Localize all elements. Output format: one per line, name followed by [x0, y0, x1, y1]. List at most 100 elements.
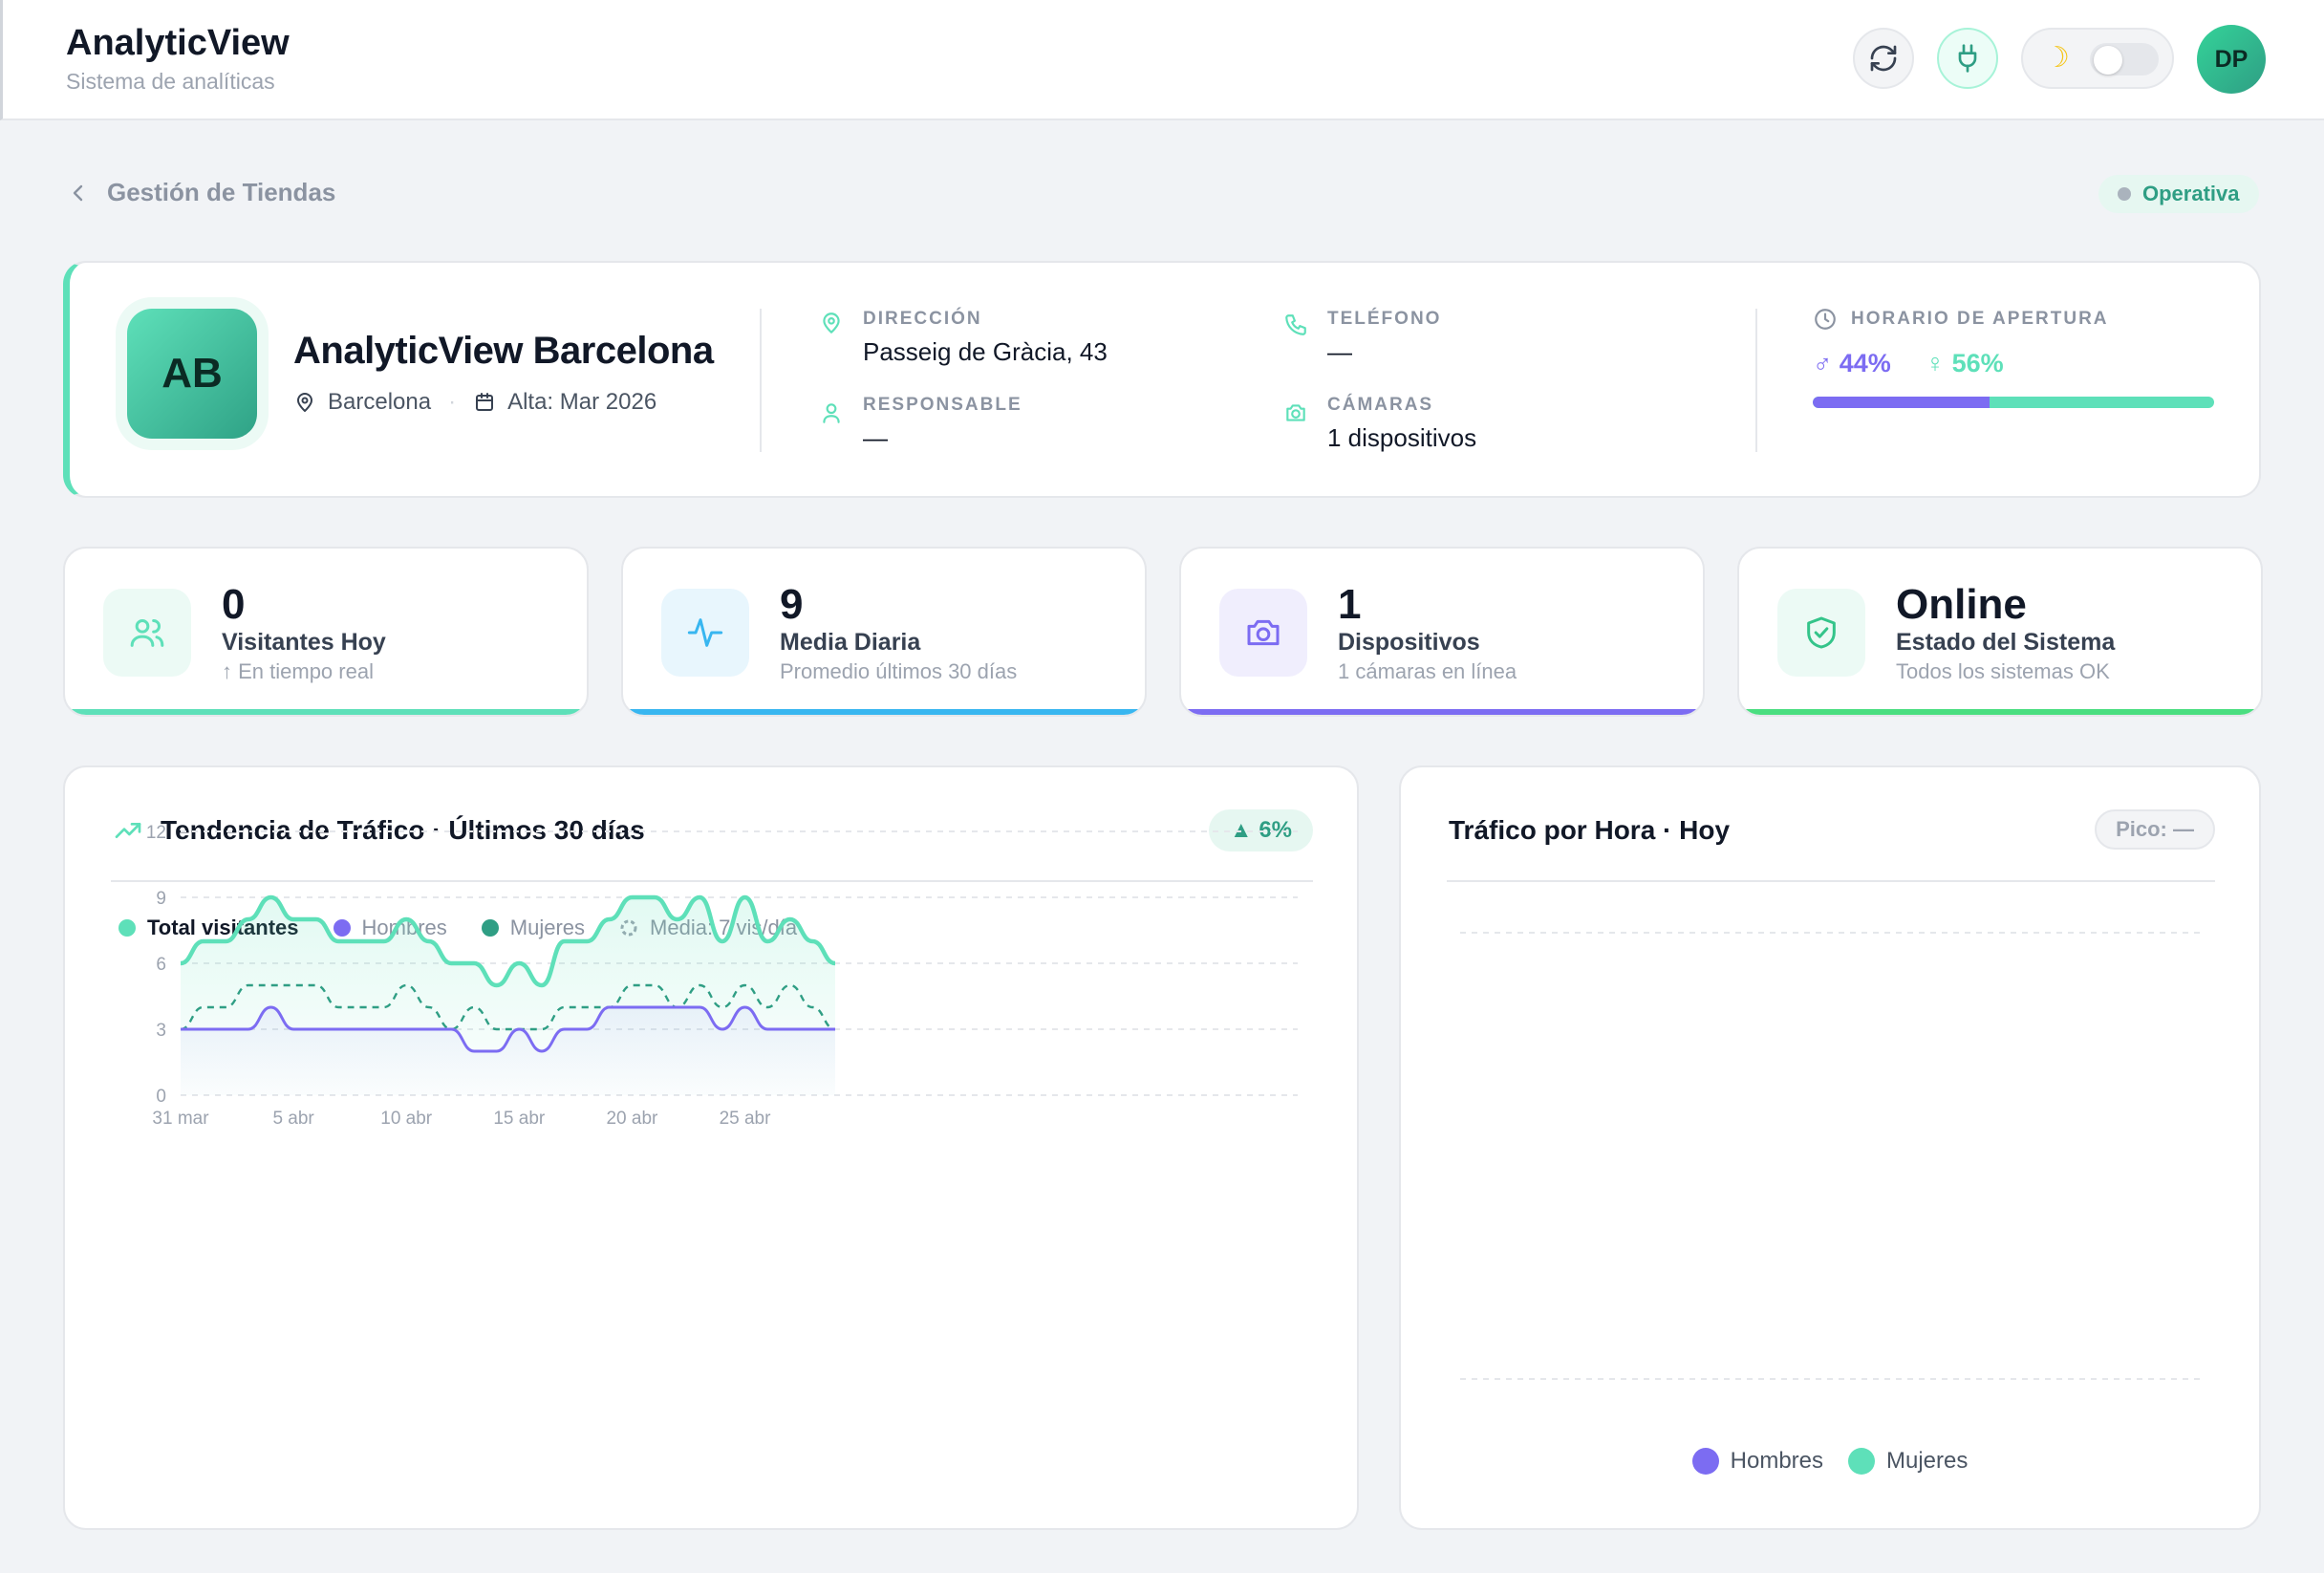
male-share: ♂ 44%	[1813, 349, 1891, 378]
connection-button[interactable]	[1937, 28, 1998, 89]
y-tick-label: 9	[156, 889, 166, 909]
female-share: ♀ 56%	[1926, 349, 2004, 378]
address-label: DIRECCIÓN	[863, 309, 982, 329]
back-label: Gestión de Tiendas	[107, 178, 336, 206]
kpi-title: Estado del Sistema	[1896, 629, 2116, 656]
store-since: Alta: Mar 2026	[507, 389, 657, 415]
store-city: Barcelona	[328, 389, 432, 415]
users-icon	[130, 619, 164, 647]
store-meta: Barcelona · Alta: Mar 2026	[293, 389, 656, 416]
calendar-icon	[476, 393, 494, 411]
theme-toggle[interactable]: ☽	[2021, 28, 2174, 89]
male-share-text: 44%	[1839, 349, 1891, 377]
y-tick-label: 0	[156, 1087, 166, 1107]
camera-small-icon	[1286, 404, 1305, 421]
kpi-accent-bar	[1739, 709, 2261, 715]
kpi-subtitle: Promedio últimos 30 días	[780, 659, 1018, 683]
back-link[interactable]: Gestión de Tiendas	[67, 178, 335, 207]
legend-label: Mujeres	[509, 916, 586, 939]
kpi-value: 0	[222, 581, 246, 628]
y-tick-label: 12	[146, 823, 166, 843]
legend-women[interactable]: Mujeres	[1848, 1448, 1968, 1475]
kpi-value: Online	[1896, 581, 2027, 628]
kpi-card-system-status: Online Estado del Sistema Todos los sist…	[1737, 547, 2263, 717]
legend-swatch	[118, 919, 136, 937]
hourly-legend: Hombres Mujeres	[1401, 1448, 2259, 1475]
address-value: Passeig de Gràcia, 43	[863, 337, 1108, 366]
peak-badge: Pico: —	[2095, 809, 2215, 850]
toggle-knob	[2094, 46, 2122, 75]
divider	[760, 309, 762, 452]
legend-men[interactable]: Hombres	[1691, 1448, 1823, 1475]
male-icon: ♂	[1813, 349, 1833, 377]
kpi-value: 1	[1338, 581, 1362, 628]
kpi-card-visitors: 0 Visitantes Hoy ↑ En tiempo real	[63, 547, 589, 717]
y-tick-label: 6	[156, 955, 166, 975]
traffic-trend-card: Tendencia de Tráfico · Últimos 30 días ▲…	[63, 765, 1359, 1530]
moon-icon: ☽	[2044, 42, 2070, 74]
location-icon	[823, 312, 840, 334]
status-dot	[2118, 187, 2131, 201]
kpi-subtitle: ↑ En tiempo real	[222, 659, 374, 683]
hourly-traffic-card: Tráfico por Hora · Hoy Pico: — Hombres M…	[1399, 765, 2261, 1530]
x-tick-label: 15 abr	[493, 1109, 546, 1129]
kpi-title: Media Diaria	[780, 629, 921, 656]
app-subtitle: Sistema de analíticas	[66, 69, 275, 94]
divider	[1447, 880, 2215, 882]
x-tick-label: 20 abr	[606, 1109, 658, 1129]
refresh-button[interactable]	[1853, 28, 1914, 89]
cameras-label: CÁMARAS	[1327, 395, 1434, 415]
gender-split: ♂ 44% ♀ 56%	[1813, 349, 2004, 378]
hourly-chart	[1460, 932, 2202, 1380]
store-info-card: AB AnalyticView Barcelona Barcelona · Al…	[63, 261, 2261, 498]
x-tick-label: 5 abr	[272, 1109, 314, 1129]
store-status-badge: Operativa	[2098, 175, 2259, 213]
divider	[1755, 309, 1757, 452]
meta-separator: ·	[448, 389, 457, 415]
store-logo: AB	[127, 309, 257, 439]
manager-label: RESPONSABLE	[863, 395, 1022, 415]
kpi-title: Dispositivos	[1338, 629, 1480, 656]
phone-icon	[1285, 314, 1306, 335]
female-share-text: 56%	[1951, 349, 2004, 377]
legend-swatch	[1691, 1448, 1719, 1475]
kpi-icon-box	[1219, 589, 1307, 677]
hourly-title: Tráfico por Hora · Hoy	[1449, 815, 1731, 845]
status-text: Operativa	[2142, 182, 2240, 205]
kpi-accent-bar	[1181, 709, 1703, 715]
phone-label: TELÉFONO	[1327, 309, 1442, 329]
kpi-subtitle: Todos los sistemas OK	[1896, 659, 2110, 683]
trend-chart: 0 3 6 9 12 31 mar 5 abr 10 abr 15 abr 20 abr 25 ab…	[146, 823, 1298, 1129]
kpi-value: 9	[780, 581, 804, 628]
x-tick-label: 10 abr	[380, 1109, 433, 1129]
legend-label: Mujeres	[1886, 1448, 1969, 1474]
top-bar: AnalyticView Sistema de analíticas ☽ DP	[0, 0, 2324, 120]
legend-swatch	[481, 919, 499, 937]
kpi-accent-bar	[65, 709, 587, 715]
store-name: AnalyticView Barcelona	[293, 330, 714, 372]
legend-swatch	[1848, 1448, 1875, 1475]
user-avatar[interactable]: DP	[2197, 25, 2266, 94]
kpi-title: Visitantes Hoy	[222, 629, 386, 656]
legend-swatch	[333, 919, 351, 937]
hours-label: HORARIO DE APERTURA	[1813, 307, 2109, 332]
kpi-icon-box	[1777, 589, 1865, 677]
chevron-left-icon	[73, 184, 83, 201]
kpi-icon-box	[661, 589, 749, 677]
kpi-accent-bar	[623, 709, 1145, 715]
cameras-value: 1 dispositivos	[1327, 423, 1477, 452]
legend-women[interactable]: Mujeres	[481, 916, 586, 940]
user-icon	[823, 403, 840, 423]
x-tick-label: 31 mar	[152, 1109, 209, 1129]
camera-icon	[1247, 619, 1280, 646]
series-line-women	[180, 983, 836, 1031]
female-icon: ♀	[1925, 349, 1946, 377]
clock-icon	[1815, 309, 1836, 330]
x-tick-label: 25 abr	[720, 1109, 772, 1129]
map-pin-icon	[297, 393, 312, 412]
kpi-subtitle: 1 cámaras en línea	[1338, 659, 1517, 683]
kpi-card-daily-average: 9 Media Diaria Promedio últimos 30 días	[621, 547, 1147, 717]
refresh-icon	[1870, 45, 1897, 72]
activity-icon	[687, 618, 723, 647]
plug-icon	[1958, 44, 1977, 73]
